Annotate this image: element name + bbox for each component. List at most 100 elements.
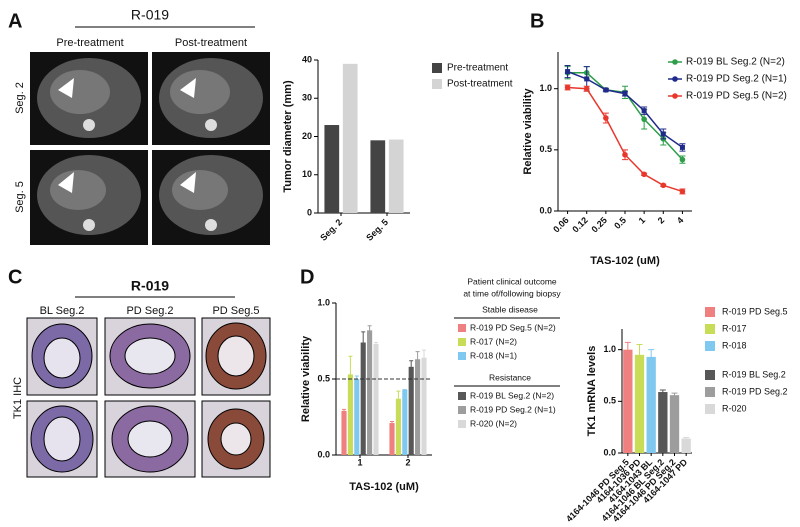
error-bar bbox=[409, 360, 414, 374]
marker bbox=[622, 91, 628, 97]
y-tick-label: 1.0 bbox=[317, 297, 330, 307]
x-tick-label: 0.06 bbox=[551, 215, 570, 234]
legend-swatch bbox=[705, 404, 715, 414]
legend-swatch bbox=[705, 387, 715, 397]
y-tick-label: 1.0 bbox=[539, 83, 552, 93]
y-tick-label: 30 bbox=[302, 93, 312, 103]
error-bar bbox=[390, 421, 394, 426]
bar bbox=[681, 438, 691, 453]
legend-group: Stable disease bbox=[482, 304, 538, 314]
legend-marker bbox=[672, 76, 678, 82]
error-bar bbox=[564, 64, 571, 79]
x-tick-label: 2 bbox=[656, 215, 667, 226]
legend-label: Pre-treatment bbox=[447, 63, 508, 74]
legend-title: at time of/following biopsy bbox=[463, 288, 561, 298]
legend-swatch bbox=[458, 392, 466, 400]
bar bbox=[360, 342, 366, 455]
column-label: Post-treatment bbox=[175, 37, 247, 49]
legend-label: R-017 bbox=[722, 323, 747, 333]
bar bbox=[342, 63, 358, 214]
error-bar bbox=[648, 349, 655, 365]
bar bbox=[415, 359, 421, 455]
error-bar bbox=[374, 342, 378, 347]
column-label: PD Seg.2 bbox=[126, 305, 173, 317]
legend-label: R-019 PD Seg.5 (N=2) bbox=[686, 91, 787, 102]
legend-label: Post-treatment bbox=[447, 79, 513, 90]
y-tick-label: 0.0 bbox=[317, 449, 330, 459]
legend-swatch bbox=[458, 352, 466, 360]
bar bbox=[388, 139, 404, 213]
x-tick-label: 1 bbox=[637, 215, 648, 226]
legend-group: Resistance bbox=[489, 372, 531, 382]
y-tick-label: 10 bbox=[302, 169, 312, 179]
ct-images bbox=[30, 52, 270, 245]
y-tick-label: 0.5 bbox=[317, 373, 330, 383]
legend-marker bbox=[672, 93, 678, 99]
panel-letter: A bbox=[8, 10, 22, 32]
bar bbox=[395, 398, 401, 455]
row-label: TK1 IHC bbox=[12, 377, 24, 419]
y-axis-label: Relative viability bbox=[300, 335, 312, 422]
bar bbox=[658, 392, 668, 453]
marker bbox=[679, 188, 686, 195]
error-bar bbox=[342, 408, 346, 413]
marker bbox=[641, 171, 647, 178]
y-tick-label: 0.5 bbox=[603, 396, 616, 406]
x-axis-label: TAS-102 (uM) bbox=[590, 255, 660, 267]
error-bar bbox=[396, 390, 401, 407]
x-tick-label: 2 bbox=[405, 457, 410, 467]
bar bbox=[389, 423, 395, 455]
marker bbox=[622, 151, 628, 158]
panel-title: R-019 bbox=[131, 278, 169, 294]
y-axis-label: TK1 mRNA levels bbox=[586, 346, 598, 437]
error-bar bbox=[659, 389, 666, 395]
marker bbox=[660, 131, 666, 137]
marker bbox=[641, 116, 647, 123]
legend-label: R-018 bbox=[722, 340, 747, 350]
ihc-images bbox=[26, 317, 271, 478]
legend-label: R-019 PD Seg.5 bbox=[722, 306, 788, 316]
bar bbox=[324, 125, 340, 213]
legend-label: R-019 PD Seg.2 (N=1) bbox=[686, 74, 787, 85]
legend-swatch bbox=[705, 324, 715, 334]
row-label: Seg. 5 bbox=[14, 181, 26, 213]
x-tick-label: 0.12 bbox=[570, 215, 589, 234]
error-bar bbox=[415, 351, 420, 368]
y-tick-label: 1.0 bbox=[603, 344, 616, 354]
bar bbox=[669, 395, 680, 453]
bar bbox=[370, 140, 386, 213]
error-bar bbox=[361, 331, 366, 354]
legend-label: R-019 PD Seg.2 bbox=[722, 386, 788, 396]
x-tick-label: Seg. 5 bbox=[364, 217, 390, 243]
panel-letter: C bbox=[8, 266, 22, 288]
bar bbox=[421, 357, 427, 455]
error-bar bbox=[636, 344, 643, 366]
legend-label: R-019 BL Seg.2 (N=2) bbox=[470, 390, 554, 400]
row-label: Seg. 2 bbox=[14, 82, 26, 114]
y-tick-label: 20 bbox=[302, 131, 312, 141]
x-tick-label: 1 bbox=[357, 457, 362, 467]
bar bbox=[646, 356, 656, 453]
legend-swatch bbox=[432, 79, 442, 89]
y-axis-label: Relative viability bbox=[522, 88, 534, 175]
x-tick-label: 0.5 bbox=[612, 215, 628, 231]
legend-title: Patient clinical outcome bbox=[467, 276, 557, 286]
legend-swatch bbox=[458, 420, 466, 428]
x-tick-label: 0.25 bbox=[589, 215, 608, 234]
marker bbox=[603, 115, 609, 121]
error-bar bbox=[671, 392, 678, 398]
error-bar bbox=[624, 341, 631, 358]
error-bar bbox=[354, 375, 359, 383]
column-label: BL Seg.2 bbox=[40, 305, 85, 317]
marker bbox=[583, 85, 590, 92]
legend-swatch bbox=[458, 324, 466, 332]
legend-label: R-020 bbox=[722, 403, 747, 413]
error-bar bbox=[348, 355, 353, 394]
legend-label: R-017 (N=2) bbox=[470, 336, 517, 346]
y-tick-label: 0 bbox=[307, 207, 312, 217]
x-tick-label: Seg. 2 bbox=[318, 217, 344, 243]
legend-label: R-019 PD Seg.2 (N=1) bbox=[470, 404, 556, 414]
legend-swatch bbox=[458, 406, 466, 414]
legend-label: R-019 BL Seg.2 (N=2) bbox=[686, 57, 785, 68]
bar bbox=[634, 354, 645, 453]
